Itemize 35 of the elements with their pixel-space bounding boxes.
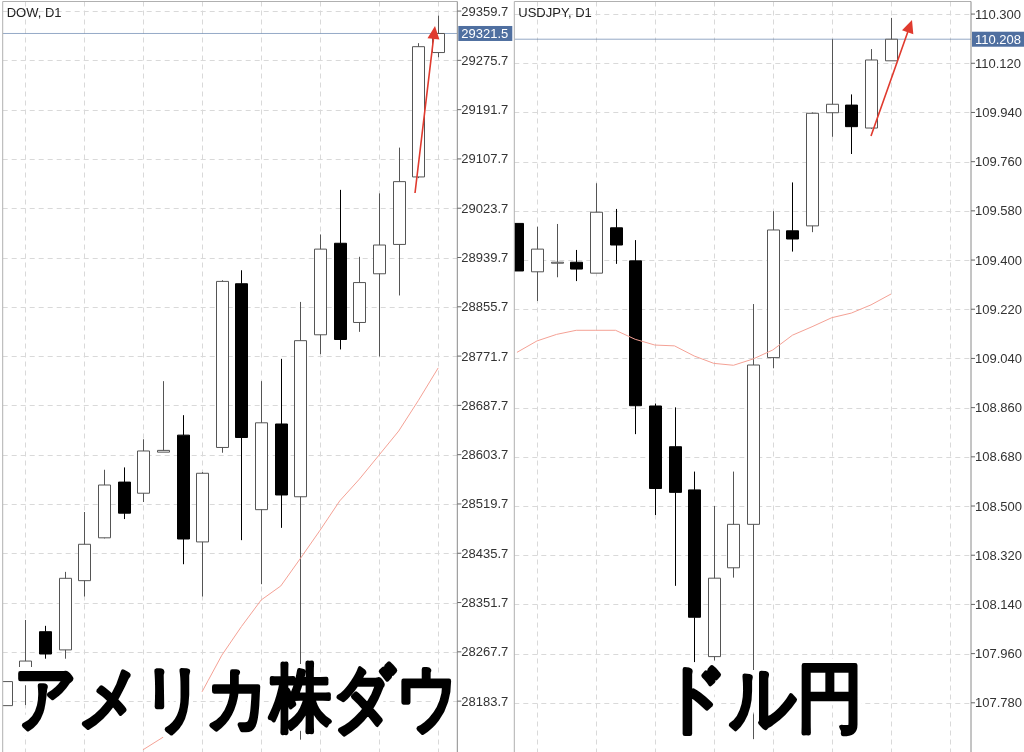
chart-title: USDJPY, D1 bbox=[518, 5, 592, 20]
y-tick-label: 109.940 bbox=[975, 104, 1022, 120]
y-tick-label: 29359.7 bbox=[461, 3, 509, 19]
y-tick-label: 108.500 bbox=[975, 498, 1022, 514]
y-tick-label: 28267.7 bbox=[461, 644, 509, 660]
y-tick-label: 108.680 bbox=[975, 449, 1022, 465]
line-series bbox=[516, 293, 892, 366]
y-tick-label: 109.580 bbox=[975, 203, 1022, 219]
y-tick-label: 28771.7 bbox=[461, 348, 509, 364]
y-tick-label: 110.120 bbox=[975, 55, 1022, 71]
y-tick-label: 28603.7 bbox=[461, 447, 509, 463]
y-tick-label: 29023.7 bbox=[461, 200, 509, 216]
ref-line-label: 29321.5 bbox=[461, 25, 509, 41]
y-tick-label: 29275.7 bbox=[461, 52, 509, 68]
y-tick-label: 29107.7 bbox=[461, 151, 509, 167]
y-tick-label: 109.760 bbox=[975, 154, 1022, 170]
chart-title: DOW, D1 bbox=[6, 5, 62, 20]
y-tick-label: 107.780 bbox=[975, 695, 1022, 711]
y-tick-label: 109.220 bbox=[975, 301, 1022, 317]
ref-line-label: 110.208 bbox=[975, 31, 1022, 47]
y-tick-label: 28519.7 bbox=[461, 496, 509, 512]
y-tick-label: 108.860 bbox=[975, 400, 1022, 416]
y-tick-label: 28183.7 bbox=[461, 693, 509, 709]
y-tick-label: 108.320 bbox=[975, 547, 1022, 563]
y-tick-label: 109.040 bbox=[975, 350, 1022, 366]
y-tick-label: 107.960 bbox=[975, 646, 1022, 662]
y-tick-label: 110.300 bbox=[975, 6, 1022, 22]
y-tick-label: 28435.7 bbox=[461, 545, 509, 561]
y-tick-label: 109.400 bbox=[975, 252, 1022, 268]
y-tick-label: 29191.7 bbox=[461, 102, 509, 118]
y-tick-label: 28855.7 bbox=[461, 299, 509, 315]
y-tick-label: 28939.7 bbox=[461, 250, 509, 266]
y-tick-label: 108.140 bbox=[975, 596, 1022, 612]
y-tick-label: 28687.7 bbox=[461, 397, 509, 413]
y-tick-label: 28351.7 bbox=[461, 595, 509, 611]
